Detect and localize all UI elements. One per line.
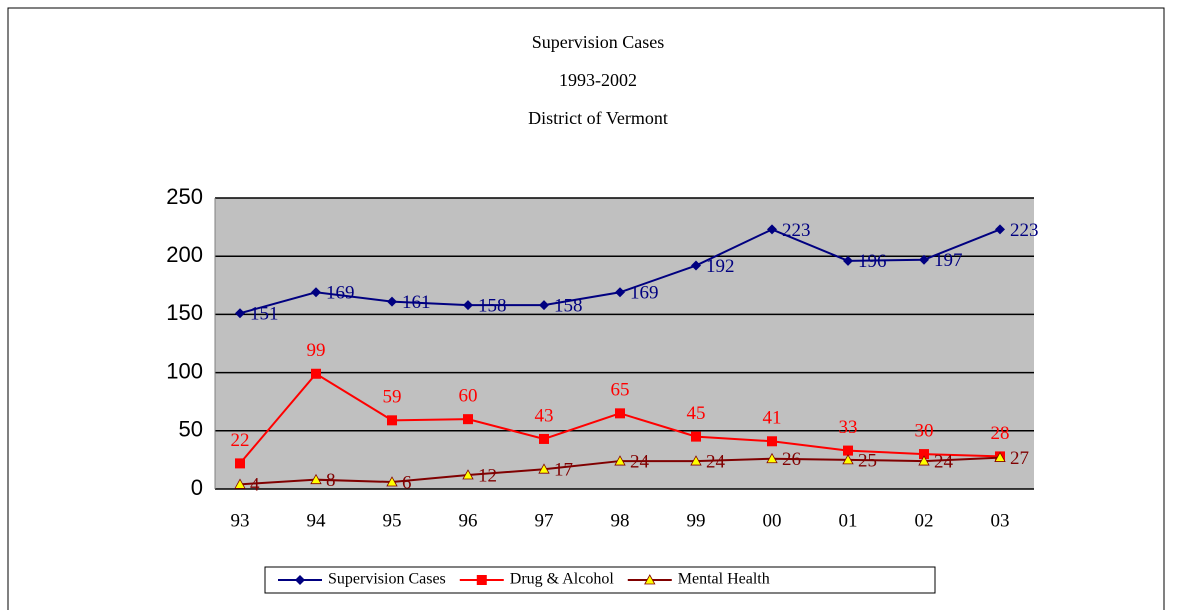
marker — [691, 260, 701, 271]
data-label: 192 — [706, 256, 735, 277]
data-label: 169 — [630, 283, 659, 304]
marker — [386, 476, 398, 487]
marker — [644, 574, 656, 585]
marker — [615, 408, 625, 419]
chart-title: Supervision Cases — [532, 32, 665, 52]
y-tick-label: 50 — [179, 417, 203, 442]
x-tick-label: 97 — [535, 510, 554, 531]
plot-area — [215, 198, 1034, 489]
data-label: 6 — [402, 472, 412, 493]
data-label: 41 — [763, 408, 782, 429]
data-label: 43 — [535, 405, 554, 426]
data-label: 161 — [402, 292, 431, 313]
data-label: 17 — [554, 460, 573, 481]
x-tick-label: 00 — [763, 510, 782, 531]
data-label: 26 — [782, 449, 801, 470]
marker — [919, 254, 929, 265]
marker — [842, 454, 854, 465]
y-tick-label: 150 — [166, 300, 203, 325]
data-label: 59 — [383, 387, 402, 408]
x-tick-label: 98 — [611, 510, 630, 531]
marker — [843, 445, 853, 456]
data-label: 24 — [706, 451, 726, 472]
x-tick-label: 94 — [307, 510, 327, 531]
data-label: 65 — [611, 380, 630, 401]
marker — [311, 368, 321, 379]
marker — [310, 473, 322, 485]
marker — [994, 451, 1006, 462]
data-label: 27 — [1010, 448, 1029, 469]
y-tick-label: 0 — [191, 475, 203, 500]
data-label: 22 — [231, 430, 250, 451]
marker — [462, 469, 474, 480]
legend-label: Drug & Alcohol — [510, 571, 615, 588]
data-label: 4 — [250, 475, 260, 496]
y-tick-label: 250 — [166, 184, 203, 209]
legend-label: Supervision Cases — [328, 571, 446, 588]
marker — [766, 452, 778, 464]
marker — [463, 414, 473, 425]
marker — [615, 287, 625, 298]
marker — [463, 300, 473, 311]
x-tick-label: 99 — [687, 510, 706, 531]
data-label: 24 — [934, 451, 954, 472]
marker — [614, 455, 626, 466]
marker — [843, 255, 853, 266]
legend-box — [264, 566, 936, 594]
marker — [995, 224, 1005, 235]
marker — [387, 296, 397, 307]
data-label: 196 — [858, 251, 887, 272]
marker — [767, 436, 777, 447]
data-label: 197 — [934, 250, 963, 271]
data-label: 223 — [1010, 220, 1039, 241]
data-label: 8 — [326, 470, 336, 491]
marker — [234, 478, 246, 489]
marker — [690, 455, 702, 466]
data-label: 33 — [839, 417, 858, 438]
data-label: 28 — [991, 423, 1010, 444]
data-label: 30 — [915, 420, 934, 441]
chart-title: District of Vermont — [528, 108, 668, 128]
y-tick-label: 100 — [166, 358, 203, 383]
marker — [539, 433, 549, 444]
data-label: 158 — [554, 295, 583, 316]
marker — [295, 575, 305, 585]
x-tick-label: 01 — [839, 510, 858, 531]
marker — [918, 455, 930, 466]
data-label: 158 — [478, 295, 507, 316]
data-label: 99 — [307, 340, 326, 361]
data-label: 151 — [250, 304, 279, 325]
marker — [235, 308, 245, 319]
marker — [235, 458, 245, 469]
marker — [387, 415, 397, 426]
marker — [311, 287, 321, 298]
marker — [919, 449, 929, 460]
x-tick-label: 03 — [991, 510, 1010, 531]
data-label: 169 — [326, 283, 355, 304]
x-tick-label: 02 — [915, 510, 934, 531]
data-label: 223 — [782, 220, 811, 241]
data-label: 25 — [858, 450, 877, 471]
marker — [538, 463, 550, 474]
x-tick-label: 93 — [231, 510, 250, 531]
data-label: 60 — [459, 386, 478, 407]
x-tick-label: 95 — [383, 510, 402, 531]
y-tick-label: 200 — [166, 242, 203, 267]
legend-label: Mental Health — [678, 571, 770, 588]
data-label: 45 — [687, 403, 706, 424]
marker — [476, 575, 487, 585]
marker — [767, 224, 777, 235]
marker — [539, 300, 549, 311]
data-label: 24 — [630, 451, 650, 472]
chart-title: 1993-2002 — [559, 70, 637, 90]
data-label: 12 — [478, 465, 497, 486]
marker — [691, 431, 701, 442]
x-tick-label: 96 — [459, 510, 478, 531]
